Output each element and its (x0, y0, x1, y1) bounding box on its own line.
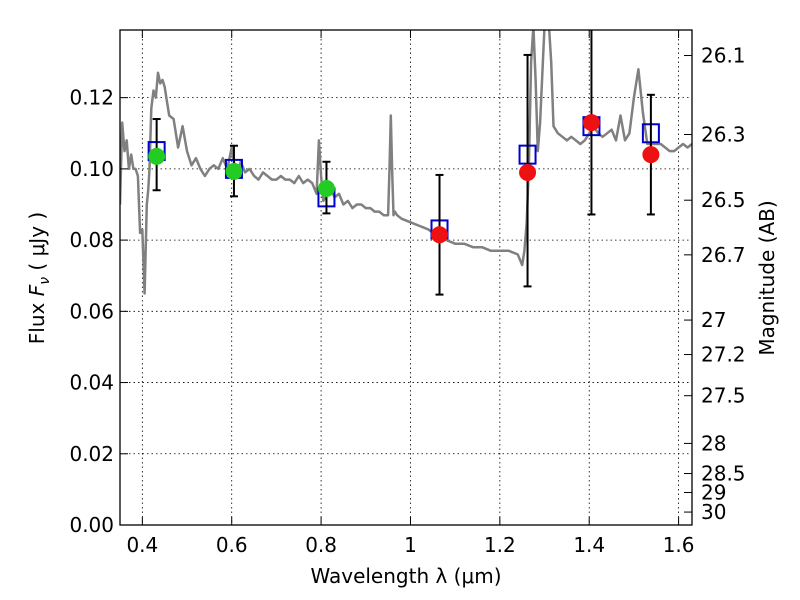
magnitude-tick-label: 26.3 (701, 123, 746, 147)
optical-data-point (148, 147, 166, 165)
plot-frame (119, 29, 693, 526)
magnitude-tick-label: 26.5 (701, 188, 746, 212)
x-tick-label: 1.2 (484, 533, 516, 557)
y-axis-label-prefix: Flux (25, 296, 49, 344)
magnitude-tick-label: 27.2 (701, 343, 746, 367)
magnitude-tick-label: 29 (701, 481, 726, 505)
y-axis-label: Flux Fν ( μJy ) (25, 212, 53, 344)
y-tick-label: 0.12 (69, 86, 114, 110)
y-tick-label: 0.10 (69, 157, 114, 181)
x-tick-label: 1.4 (573, 533, 605, 557)
magnitude-tick-label: 27 (701, 308, 726, 332)
magnitude-tick-label: 26.1 (701, 44, 746, 68)
magnitude-tick-label: 30 (701, 500, 726, 524)
x-tick-label: 1 (404, 533, 417, 557)
x-axis-label: Wavelength λ (μm) (310, 564, 501, 588)
y-tick-label: 0.00 (69, 513, 114, 537)
y-tick-label: 0.06 (69, 299, 114, 323)
magnitude-tick-label: 27.5 (701, 384, 746, 408)
x-tick-label: 0.6 (216, 533, 248, 557)
nir-data-point (431, 226, 449, 244)
magnitude-axis-label: Magnitude (AB) (755, 200, 779, 355)
magnitude-tick-label: 28 (701, 431, 726, 455)
axis-ticks: 0.4 0.6 0.8 1 1.2 1.4 1.6 0.00 0.02 0.04 0.06 0.08 0… (69, 30, 746, 557)
optical-data-point (317, 179, 335, 197)
x-tick-label: 1.6 (663, 533, 695, 557)
plot-area (120, 30, 692, 296)
optical-data-point (225, 162, 243, 180)
grid (120, 30, 692, 526)
x-tick-label: 0.4 (126, 533, 158, 557)
magnitude-tick-label: 26.7 (701, 243, 746, 267)
magnitude-tick-label: 28.5 (701, 462, 746, 486)
y-tick-label: 0.04 (69, 371, 114, 395)
y-tick-label: 0.08 (69, 228, 114, 252)
y-axis-label-suffix: ( μJy ) (25, 212, 49, 277)
y-axis-label-subscript: ν (37, 277, 53, 285)
y-axis-label-symbol: F (25, 284, 49, 296)
nir-data-point (642, 146, 660, 164)
nir-data-point (519, 163, 537, 181)
model-spectrum-line (120, 30, 692, 295)
x-tick-label: 0.8 (305, 533, 337, 557)
y-tick-label: 0.02 (69, 442, 114, 466)
nir-data-point (582, 114, 600, 132)
